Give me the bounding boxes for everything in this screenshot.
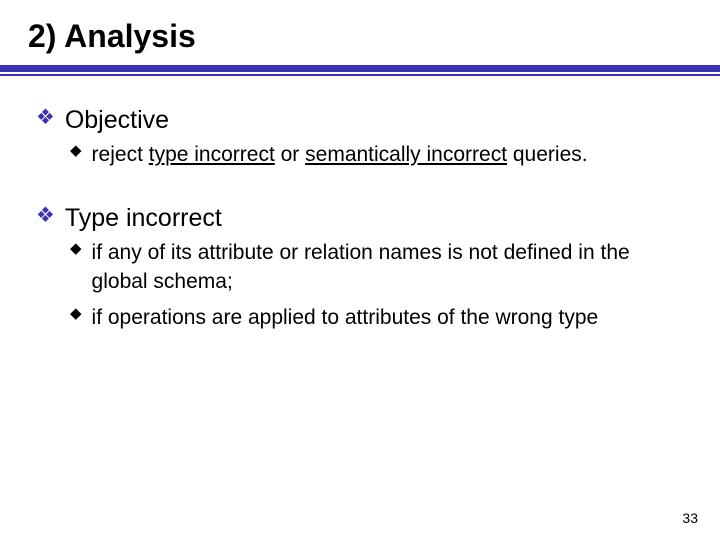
page-number: 33 bbox=[682, 510, 698, 526]
divider-thin bbox=[0, 74, 720, 76]
diamond-bullet-icon: ❖ bbox=[36, 105, 55, 130]
plain-text: if operations are applied to attributes … bbox=[92, 306, 599, 329]
plain-text: or bbox=[275, 143, 305, 166]
bullet-item: ◆ if operations are applied to attributes… bbox=[70, 304, 680, 332]
slide: 2) Analysis ❖ Objective ◆ reject type incor… bbox=[0, 0, 720, 540]
slide-title: 2) Analysis bbox=[28, 18, 196, 55]
slide-content: ❖ Objective ◆ reject type incorrect or sema… bbox=[36, 105, 680, 340]
filled-diamond-icon: ◆ bbox=[70, 304, 82, 324]
section-heading: ❖ Objective bbox=[36, 105, 680, 135]
bullet-item-text: reject type incorrect or semantically in… bbox=[92, 141, 588, 169]
section-heading: ❖ Type incorrect bbox=[36, 203, 680, 233]
section-gap bbox=[36, 177, 680, 203]
bullet-item-text: if operations are applied to attributes … bbox=[92, 304, 599, 332]
section-heading-text: Objective bbox=[65, 105, 169, 135]
plain-text: queries. bbox=[507, 143, 588, 166]
filled-diamond-icon: ◆ bbox=[70, 141, 82, 161]
underlined-text: semantically incorrect bbox=[305, 143, 507, 166]
title-divider bbox=[0, 65, 720, 76]
filled-diamond-icon: ◆ bbox=[70, 239, 82, 259]
bullet-item: ◆ if any of its attribute or relation nam… bbox=[70, 239, 680, 296]
underlined-text: type incorrect bbox=[149, 143, 275, 166]
bullet-item: ◆ reject type incorrect or semantically i… bbox=[70, 141, 680, 169]
diamond-bullet-icon: ❖ bbox=[36, 203, 55, 228]
plain-text: reject bbox=[92, 143, 149, 166]
divider-thick bbox=[0, 65, 720, 72]
plain-text: if any of its attribute or relation name… bbox=[92, 241, 630, 292]
section-heading-text: Type incorrect bbox=[65, 203, 222, 233]
bullet-item-text: if any of its attribute or relation name… bbox=[92, 239, 652, 296]
